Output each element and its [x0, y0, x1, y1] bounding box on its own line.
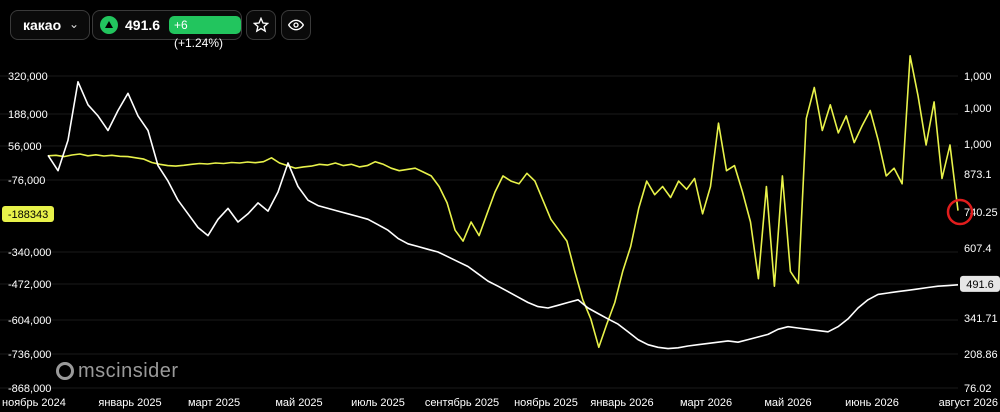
- watermark: mscinsider: [56, 360, 179, 383]
- price-change-badge: +6 (+1.24%): [169, 16, 241, 50]
- left-axis-tick: -868,000: [8, 383, 51, 395]
- left-axis-tick: -76,000: [8, 175, 45, 187]
- series-line-1: [47, 55, 959, 349]
- visibility-button[interactable]: [281, 10, 311, 40]
- series-line-2: [47, 81, 959, 350]
- symbol-selector[interactable]: какао ⌄: [10, 10, 90, 40]
- brand-logo-icon: [56, 362, 74, 380]
- x-axis-tick: ноябрь 2025: [514, 397, 578, 409]
- right-axis-tick: 873.1: [964, 169, 992, 181]
- right-axis-tick: 341.71: [964, 313, 998, 325]
- arrow-up-icon: [100, 16, 118, 34]
- left-axis-tick: 320,000: [8, 71, 48, 83]
- right-axis-tick: 1,000: [964, 103, 992, 115]
- right-axis-tick: 208.86: [964, 349, 998, 361]
- x-axis-tick: август 2026: [939, 397, 998, 409]
- right-axis-tick: 1,000: [964, 71, 992, 83]
- left-axis-tick: -736,000: [8, 349, 51, 361]
- x-axis-tick: март 2026: [680, 397, 732, 409]
- series-last-value-badge: [960, 275, 1000, 292]
- left-axis-tick: -340,000: [8, 247, 51, 259]
- chevron-down-icon: ⌄: [69, 17, 80, 31]
- chart-toolbar: какао ⌄ 491.6 +6 (+1.24%): [0, 0, 1000, 52]
- right-axis-tick: 1,000: [964, 139, 992, 151]
- eye-icon: [288, 19, 304, 31]
- right-axis-tick: 607.4: [964, 243, 992, 255]
- left-axis-tick: -472,000: [8, 279, 51, 291]
- x-axis-tick: март 2025: [188, 397, 240, 409]
- x-axis-tick: июль 2025: [351, 397, 405, 409]
- right-axis-tick: 76.02: [964, 383, 992, 395]
- symbol-name: какао: [23, 17, 62, 33]
- x-axis-tick: май 2025: [275, 397, 322, 409]
- left-axis-tick: 188,000: [8, 109, 48, 121]
- x-axis-tick: январь 2025: [98, 397, 161, 409]
- series-last-value-label: 491.6: [966, 279, 994, 291]
- current-price: 491.6: [125, 17, 161, 33]
- x-axis-tick: ноябрь 2024: [2, 397, 66, 409]
- line-chart: 320,000 188,000 56,000 -76,000 -340,000 -472,…: [0, 55, 1000, 409]
- right-axis-tick: 740.25: [964, 207, 998, 219]
- price-box: 491.6 +6 (+1.24%): [92, 10, 242, 50]
- left-axis-tick: -604,000: [8, 315, 51, 327]
- series-last-value-label: -188343: [8, 209, 48, 221]
- favorite-button[interactable]: [246, 10, 276, 40]
- x-axis-tick: январь 2026: [590, 397, 653, 409]
- star-icon: [253, 17, 269, 33]
- x-axis-tick: май 2026: [764, 397, 811, 409]
- highlight-circle: [946, 198, 974, 226]
- x-axis-tick: сентябрь 2025: [425, 397, 499, 409]
- left-axis-tick: 56,000: [8, 141, 42, 153]
- series-last-value-badge: [2, 206, 54, 222]
- x-axis-tick: июнь 2026: [845, 397, 899, 409]
